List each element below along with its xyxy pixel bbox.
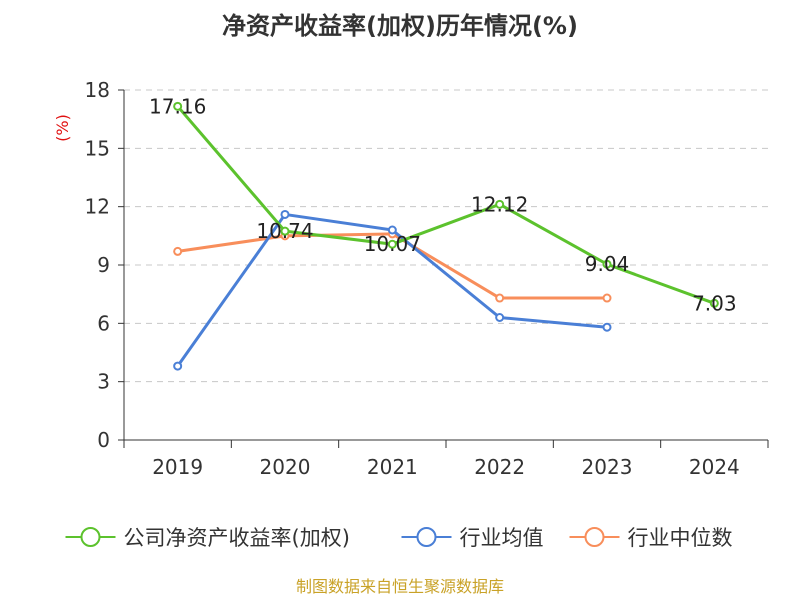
data-point <box>387 225 397 235</box>
data-label: 17.16 <box>149 94 206 118</box>
data-label: 12.12 <box>471 192 528 216</box>
y-tick-label: 12 <box>85 195 110 219</box>
legend: 公司净资产收益率(加权) 行业均值 行业中位数 <box>65 526 733 550</box>
series-0 <box>173 101 719 308</box>
chart-title: 净资产收益率(加权)历年情况(%) <box>222 12 578 40</box>
data-point <box>495 313 505 322</box>
y-tick-label: 9 <box>97 253 110 277</box>
x-tick-label: 2021 <box>367 455 418 479</box>
legend-swatch-marker <box>416 527 437 547</box>
legend-item: 行业中位数 <box>569 526 733 550</box>
data-label: 10.74 <box>256 219 313 243</box>
legend-swatch-marker <box>584 527 605 547</box>
y-tick-label: 6 <box>97 311 110 335</box>
data-point <box>709 298 719 308</box>
data-point <box>495 293 505 303</box>
source-note: 制图数据来自恒生聚源数据库 <box>296 577 504 596</box>
grid-lines <box>124 89 768 383</box>
legend-item: 行业均值 <box>401 526 544 550</box>
x-tick-label: 2020 <box>260 455 311 479</box>
data-label: 10.07 <box>364 232 421 256</box>
x-tick-label: 2022 <box>474 455 525 479</box>
data-point <box>495 199 505 209</box>
data-point <box>280 226 290 236</box>
y-axis: 0 3 6 9 12 15 18 <box>85 78 125 452</box>
series-1 <box>173 209 612 371</box>
data-label: 9.04 <box>585 252 630 276</box>
y-tick-label: 3 <box>97 370 110 394</box>
data-label: 7.03 <box>692 291 737 315</box>
data-point <box>387 239 397 249</box>
legend-label: 行业中位数 <box>628 526 733 550</box>
x-axis: 2019 2020 2021 2022 2023 2024 <box>123 439 769 479</box>
data-point <box>173 246 183 256</box>
y-tick-label: 15 <box>85 136 110 160</box>
y-axis-unit-label: (%) <box>53 114 72 142</box>
legend-item: 公司净资产收益率(加权) <box>65 526 350 550</box>
data-point <box>280 209 290 219</box>
data-labels: 17.16 10.74 10.07 12.12 9.04 7.03 <box>149 94 737 315</box>
data-point <box>602 259 612 269</box>
series-line <box>176 105 715 305</box>
legend-swatch-marker <box>80 527 101 547</box>
data-point <box>173 101 183 111</box>
series-lines <box>173 101 719 371</box>
data-point <box>602 293 612 303</box>
y-tick-label: 0 <box>97 428 110 452</box>
legend-label: 公司净资产收益率(加权) <box>124 526 350 550</box>
x-tick-label: 2024 <box>689 455 740 479</box>
data-point <box>173 361 183 371</box>
y-tick-label: 18 <box>85 78 110 102</box>
x-tick-label: 2019 <box>152 455 203 479</box>
x-tick-label: 2023 <box>582 455 633 479</box>
legend-label: 行业均值 <box>460 526 544 550</box>
data-point <box>602 322 612 332</box>
